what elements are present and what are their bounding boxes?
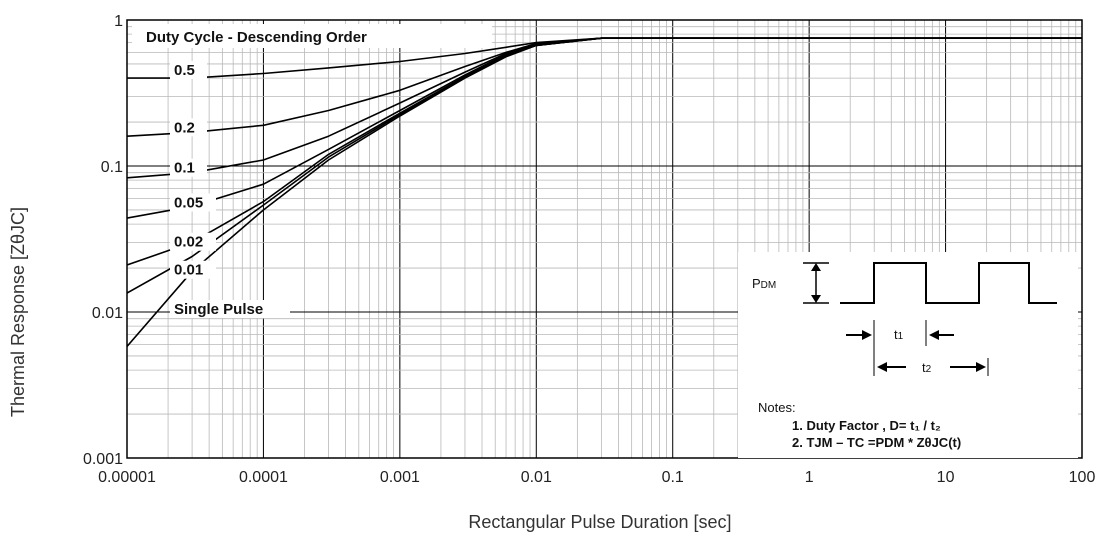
x-tick-label: 10 (937, 469, 955, 486)
x-tick-label: 0.01 (521, 469, 552, 486)
series-line-0-05 (126, 37, 1082, 219)
y-tick-label: 1 (114, 13, 123, 30)
series-label-background-0-1 (170, 158, 207, 177)
series-label-0-1: 0.1 (174, 160, 195, 177)
series-label-background-0-5 (170, 61, 207, 80)
series-label-0-02: 0.02 (174, 234, 203, 251)
x-tick-label: 1 (805, 469, 814, 486)
y-tick-label: 0.01 (92, 305, 123, 322)
x-tick-label: 0.00001 (98, 469, 156, 486)
x-tick-label: 0.0001 (239, 469, 288, 486)
y-axis-title: Thermal Response [ZθJC] (8, 207, 28, 417)
notes-background (738, 252, 1078, 458)
t2-label: t2 (922, 360, 932, 375)
note-junction-temperature: 2. TJM – TC =PDM * ZθJC(t) (792, 435, 961, 450)
series-label-0-05: 0.05 (174, 194, 203, 211)
y-tick-label: 0.001 (83, 451, 123, 468)
plot-frame (126, 19, 1083, 459)
series-label-0-5: 0.5 (174, 62, 195, 79)
series-label-background-0-2 (170, 118, 207, 137)
note-duty-factor: 1. Duty Factor , D= t₁ / t₂ (792, 418, 941, 433)
legend-title-background (132, 24, 492, 48)
series-line-single-pulse (126, 37, 1082, 348)
notes-title: Notes: (758, 400, 796, 415)
x-tick-label: 0.001 (380, 469, 420, 486)
series-label-single-pulse: Single Pulse (174, 301, 263, 318)
series-label-0-01: 0.01 (174, 262, 203, 279)
x-tick-label: 100 (1069, 469, 1096, 486)
t2-arrow-right-icon (976, 362, 986, 372)
series-label-background-single-pulse (170, 300, 290, 318)
y-tick-labels: 0.001 0.01 0.1 1 (83, 13, 123, 468)
x-tick-label: 0.1 (662, 469, 684, 486)
t2-arrow-left-icon (877, 362, 887, 372)
curves (126, 37, 1082, 348)
x-axis-title: Rectangular Pulse Duration [sec] (468, 512, 731, 532)
notes-box: PDM t1 t2 Notes: 1. Duty Factor , D= t₁ … (738, 252, 1078, 458)
series-label-0-2: 0.2 (174, 119, 195, 136)
series-label-background-0-02 (170, 232, 216, 251)
x-tick-labels: 0.00001 0.0001 0.001 0.01 0.1 1 10 100 (98, 469, 1095, 486)
series-line-0-1 (126, 37, 1082, 179)
t1-arrow-left-icon (929, 330, 939, 340)
y-tick-label: 0.1 (101, 159, 123, 176)
pdm-arrow-up-icon (811, 263, 821, 271)
series-label-background-0-05 (170, 193, 216, 212)
series-labels: 0.5 0.2 0.1 0.05 0.02 0.01 Single Pulse (170, 61, 290, 318)
t1-label: t1 (894, 327, 904, 342)
t1-arrow-right-icon (862, 330, 872, 340)
pdm-label: PDM (752, 276, 776, 291)
legend-title: Duty Cycle - Descending Order (146, 29, 367, 46)
series-line-0-2 (126, 37, 1082, 137)
pdm-arrow-down-icon (811, 295, 821, 303)
pulse-waveform (840, 262, 1057, 304)
series-label-background-0-01 (170, 260, 216, 279)
